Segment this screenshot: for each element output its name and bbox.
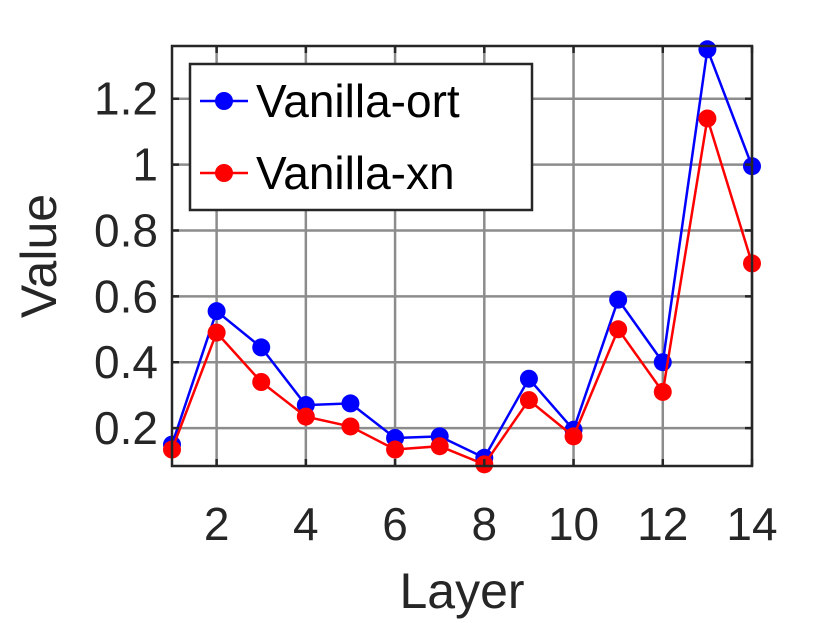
- data-point: [430, 437, 449, 456]
- legend-item-2: Vanilla-xn: [200, 147, 455, 199]
- tick-labels: 2 4 6 8 10 12 14 0.2 0.4 0.6 0.8 1 1.2: [94, 73, 778, 550]
- x-tick-label: 6: [382, 498, 408, 550]
- y-tick-label: 0.2: [94, 402, 158, 454]
- legend-swatch-marker: [215, 92, 233, 110]
- data-point: [252, 373, 271, 391]
- axis-ticks: [172, 46, 754, 466]
- series-line: [170, 118, 754, 466]
- data-point: [519, 369, 538, 388]
- legend: Vanilla-ort Vanilla-xn: [188, 62, 534, 212]
- y-axis-label: Value: [11, 194, 67, 318]
- x-tick-label: 4: [293, 498, 319, 550]
- series-line: [170, 44, 754, 460]
- x-tick-label: 12: [637, 498, 688, 550]
- x-tick-label: 10: [548, 498, 599, 550]
- plot-area-frame: [170, 44, 754, 468]
- x-tick-label: 14: [726, 498, 777, 550]
- legend-label: Vanilla-ort: [256, 75, 460, 127]
- data-point: [341, 394, 360, 413]
- y-tick-label: 1: [132, 139, 158, 191]
- data-point: [296, 407, 315, 426]
- legend-swatch-marker: [215, 164, 233, 182]
- data-point: [519, 391, 538, 410]
- y-tick-label: 0.8: [94, 204, 158, 256]
- y-tick-label: 1.2: [94, 73, 158, 125]
- data-point: [653, 382, 672, 401]
- x-tick-label: 2: [204, 498, 230, 550]
- data-point: [698, 109, 717, 128]
- data-point: [564, 427, 583, 446]
- y-tick-label: 0.6: [94, 270, 158, 322]
- x-tick-label: 8: [472, 498, 498, 550]
- data-point: [341, 417, 360, 436]
- legend-box: [188, 62, 534, 212]
- data-point: [252, 338, 271, 357]
- data-point: [386, 440, 405, 459]
- y-tick-label: 0.4: [94, 336, 158, 388]
- legend-label: Vanilla-xn: [256, 147, 455, 199]
- data-point: [207, 302, 226, 321]
- data-point: [698, 40, 717, 59]
- legend-item-1: Vanilla-ort: [200, 75, 460, 127]
- x-axis-label: Layer: [399, 563, 524, 619]
- data-point: [609, 290, 628, 309]
- data-point: [207, 323, 226, 342]
- data-point: [609, 320, 628, 339]
